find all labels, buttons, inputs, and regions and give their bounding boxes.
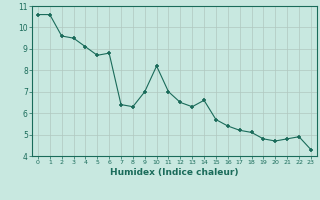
X-axis label: Humidex (Indice chaleur): Humidex (Indice chaleur) [110, 168, 239, 177]
